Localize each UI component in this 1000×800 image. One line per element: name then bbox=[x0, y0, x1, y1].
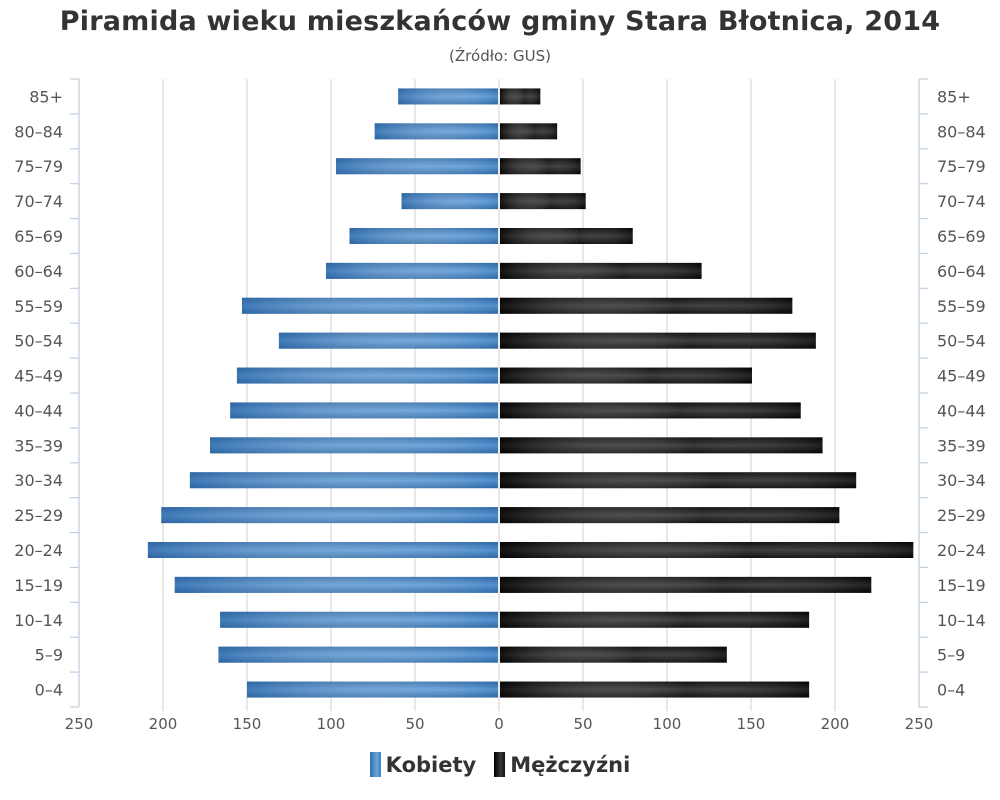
axis-labels: 250 200 150 100 50 0 50 100 150 200 250 85+ 85+ 80–84… bbox=[14, 87, 985, 733]
category-label-left: 20–24 bbox=[14, 541, 63, 560]
category-label-right: 80–84 bbox=[937, 122, 986, 141]
bar-women-shade bbox=[336, 158, 498, 175]
legend-label-men: Mężczyźni bbox=[510, 752, 631, 777]
category-label-right: 35–39 bbox=[937, 436, 986, 455]
category-label-right: 10–14 bbox=[937, 611, 986, 630]
bar-women-shade bbox=[230, 402, 498, 419]
category-label-right: 0–4 bbox=[937, 681, 965, 700]
category-label-left: 35–39 bbox=[14, 436, 63, 455]
bar-women-shade bbox=[220, 611, 498, 628]
category-label-right: 55–59 bbox=[937, 297, 986, 316]
bar-women-shade bbox=[147, 542, 498, 558]
category-label-left: 80–84 bbox=[14, 122, 63, 141]
bar-women-shade bbox=[236, 367, 499, 384]
bar-women-shade bbox=[401, 193, 498, 210]
bar-men-shade bbox=[500, 88, 541, 105]
category-label-left: 60–64 bbox=[14, 262, 63, 281]
category-label-left: 15–19 bbox=[14, 576, 63, 595]
bar-men-shade bbox=[500, 437, 823, 454]
bar-women-shade bbox=[161, 507, 498, 524]
category-label-right: 5–9 bbox=[937, 646, 965, 665]
bar-men-shade bbox=[500, 542, 914, 558]
category-label-right: 40–44 bbox=[937, 401, 986, 420]
legend: Kobiety Mężczyźni bbox=[0, 752, 1000, 777]
category-label-left: 70–74 bbox=[14, 192, 63, 211]
bar-women-shade bbox=[210, 437, 499, 454]
chart-title: Piramida wieku mieszkańców gminy Stara B… bbox=[59, 6, 941, 37]
bar-women-shade bbox=[174, 576, 498, 593]
category-label-left: 65–69 bbox=[14, 227, 63, 246]
category-label-left: 30–34 bbox=[14, 471, 63, 490]
bar-women-shade bbox=[189, 472, 498, 489]
x-tick-label: 50 bbox=[405, 715, 424, 733]
legend-item-women[interactable]: Kobiety bbox=[369, 752, 477, 777]
category-label-right: 65–69 bbox=[937, 227, 986, 246]
gridlines bbox=[162, 79, 836, 711]
bar-men-shade bbox=[500, 193, 586, 210]
x-tick-label: 100 bbox=[653, 715, 682, 733]
bar-men-shade bbox=[500, 402, 801, 419]
x-tick-label: 0 bbox=[494, 715, 504, 733]
category-label-left: 5–9 bbox=[35, 646, 63, 665]
category-label-left: 25–29 bbox=[14, 506, 63, 525]
category-label-left: 40–44 bbox=[14, 401, 63, 420]
category-label-left: 45–49 bbox=[14, 367, 63, 386]
bar-women-shade bbox=[247, 681, 498, 698]
bar-men-shade bbox=[500, 297, 793, 314]
bar-women-shade bbox=[278, 332, 498, 349]
category-label-right: 45–49 bbox=[937, 367, 986, 386]
category-label-left: 85+ bbox=[29, 87, 63, 106]
bar-men-shade bbox=[500, 576, 872, 593]
chart-subtitle: (Źródło: GUS) bbox=[449, 47, 551, 65]
legend-label-women: Kobiety bbox=[385, 752, 477, 777]
bar-men-shade bbox=[500, 611, 810, 628]
legend-item-men[interactable]: Mężczyźni bbox=[494, 752, 630, 777]
x-tick-label: 150 bbox=[233, 715, 262, 733]
x-tick-label: 150 bbox=[737, 715, 766, 733]
category-label-right: 75–79 bbox=[937, 157, 986, 176]
bar-men-shade bbox=[500, 367, 752, 384]
bar-men-shade bbox=[500, 123, 558, 140]
bar-men-shade bbox=[500, 646, 727, 663]
category-label-left: 0–4 bbox=[35, 681, 63, 700]
x-tick-label: 250 bbox=[65, 715, 94, 733]
category-label-right: 85+ bbox=[937, 87, 971, 106]
bar-women-shade bbox=[241, 297, 498, 314]
women-swatch-icon bbox=[369, 752, 381, 777]
bar-men-shade bbox=[500, 262, 702, 279]
category-label-right: 25–29 bbox=[937, 506, 986, 525]
x-tick-label: 200 bbox=[149, 715, 178, 733]
category-label-right: 20–24 bbox=[937, 541, 986, 560]
bar-women-shade bbox=[398, 88, 498, 105]
bar-men-shade bbox=[500, 472, 857, 489]
bar-men-shade bbox=[500, 158, 581, 175]
x-tick-label: 50 bbox=[573, 715, 592, 733]
bar-women-shade bbox=[349, 228, 498, 244]
category-label-right: 15–19 bbox=[937, 576, 986, 595]
bar-women-shade bbox=[374, 123, 498, 140]
category-label-right: 30–34 bbox=[937, 471, 986, 490]
x-tick-label: 200 bbox=[821, 715, 850, 733]
category-label-left: 10–14 bbox=[14, 611, 63, 630]
bar-women-shade bbox=[218, 646, 498, 663]
axes bbox=[70, 78, 928, 708]
bar-men-shade bbox=[500, 681, 810, 698]
bar-men-shade bbox=[500, 332, 816, 349]
category-label-left: 55–59 bbox=[14, 297, 63, 316]
bar-women-shade bbox=[325, 262, 498, 279]
category-label-left: 50–54 bbox=[14, 332, 63, 351]
category-label-right: 60–64 bbox=[937, 262, 986, 281]
bars bbox=[147, 88, 914, 698]
category-label-right: 50–54 bbox=[937, 332, 986, 351]
category-label-right: 70–74 bbox=[937, 192, 986, 211]
x-tick-label: 100 bbox=[317, 715, 346, 733]
men-swatch-icon bbox=[494, 752, 506, 777]
bar-men-shade bbox=[500, 228, 633, 244]
x-tick-label: 250 bbox=[905, 715, 934, 733]
bar-men-shade bbox=[500, 507, 840, 524]
category-label-left: 75–79 bbox=[14, 157, 63, 176]
